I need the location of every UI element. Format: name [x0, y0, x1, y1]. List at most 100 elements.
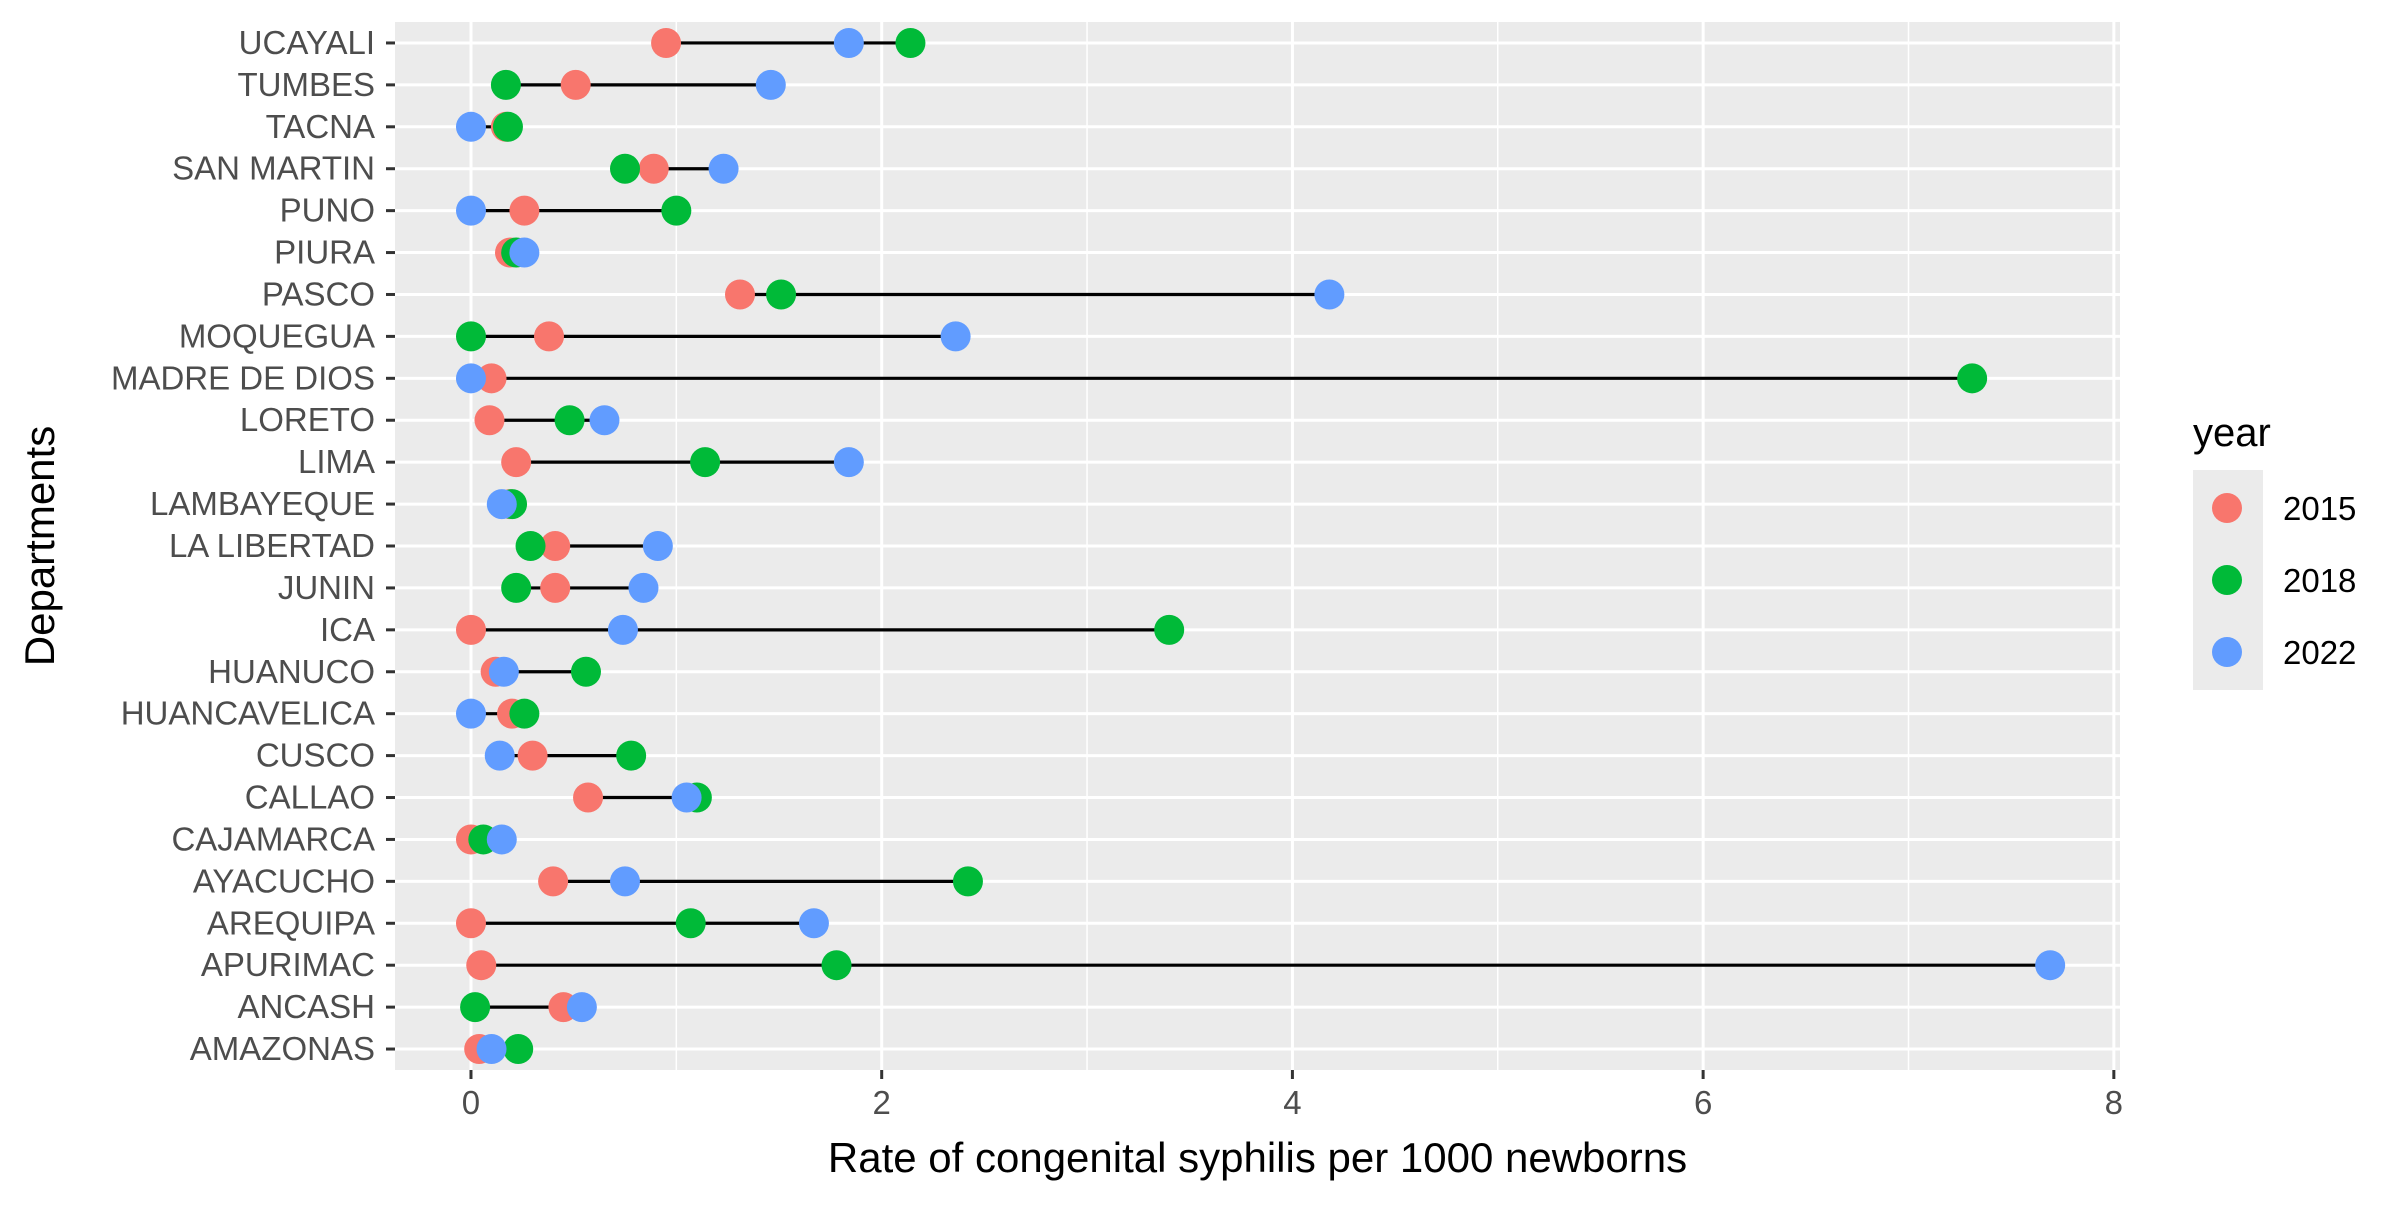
x-tick-label: 6: [1694, 1084, 1712, 1121]
point-2018: [661, 195, 692, 226]
point-2015: [540, 531, 571, 561]
point-2015: [474, 405, 505, 436]
point-2015: [651, 27, 682, 58]
legend-title: year: [2193, 411, 2271, 455]
point-2015: [476, 363, 507, 394]
point-2022: [2035, 950, 2066, 981]
point-2018: [509, 698, 540, 729]
point-2018: [675, 908, 706, 939]
point-2022: [509, 237, 540, 268]
y-axis-title: Departments: [16, 426, 63, 666]
point-2018: [766, 279, 797, 310]
y-tick-label: LA LIBERTAD: [169, 527, 375, 564]
y-tick-label: LAMBAYEQUE: [150, 485, 375, 522]
legend-label-2015: 2015: [2283, 490, 2356, 527]
legend-key-2022: [2212, 637, 2242, 667]
y-tick-label: UCAYALI: [239, 24, 375, 61]
grid-major: [395, 22, 2120, 1070]
point-2018: [455, 321, 486, 352]
y-tick-label: AREQUIPA: [207, 904, 375, 941]
point-2022: [455, 698, 486, 729]
point-2018: [501, 572, 532, 603]
point-2015: [538, 866, 569, 897]
point-2022: [610, 866, 640, 897]
point-2022: [642, 531, 673, 561]
y-tick-label: ICA: [320, 611, 375, 648]
point-2022: [607, 614, 638, 645]
x-axis: 0 2 4 6 8: [462, 1070, 2123, 1121]
point-2015: [725, 279, 755, 310]
point-2015: [455, 614, 486, 645]
y-tick-label: ANCASH: [237, 988, 375, 1025]
point-2018: [554, 405, 585, 436]
point-2022: [486, 489, 517, 520]
point-2018: [616, 740, 647, 771]
y-tick-label: PASCO: [262, 275, 375, 312]
y-tick-label: AMAZONAS: [190, 1030, 375, 1067]
legend-label-2022: 2022: [2283, 634, 2356, 671]
y-tick-label: PIURA: [274, 234, 375, 271]
point-2015: [560, 69, 591, 100]
x-tick-label: 0: [462, 1084, 480, 1121]
point-2022: [486, 824, 517, 855]
point-2022: [940, 321, 971, 352]
point-2022: [455, 363, 486, 394]
point-2015: [517, 740, 548, 771]
point-2015: [501, 447, 532, 478]
point-2022: [755, 69, 786, 100]
legend: year 2015 2018 2022: [2193, 411, 2356, 690]
legend-label-2018: 2018: [2283, 562, 2356, 599]
point-2015: [534, 321, 565, 352]
y-tick-label: MADRE DE DIOS: [111, 359, 375, 396]
point-2018: [895, 27, 926, 58]
legend-key-2015: [2212, 493, 2242, 523]
y-axis: UCAYALI TUMBES TACNA SAN MARTIN PUNO PIURA PAS…: [111, 24, 395, 1067]
point-2022: [484, 740, 515, 771]
y-tick-label: LIMA: [298, 443, 375, 480]
point-2022: [833, 27, 864, 58]
point-2022: [455, 111, 486, 142]
x-tick-label: 8: [2105, 1084, 2123, 1121]
point-2018: [490, 69, 521, 100]
y-tick-label: CAJAMARCA: [171, 820, 375, 857]
point-2015: [540, 572, 571, 603]
point-2022: [833, 447, 864, 478]
y-tick-label: LORETO: [240, 401, 375, 438]
y-tick-label: TACNA: [266, 108, 375, 145]
point-2018: [570, 656, 601, 687]
data-points: [455, 27, 2066, 1065]
point-2018: [1154, 614, 1185, 645]
x-tick-label: 4: [1283, 1084, 1301, 1121]
point-2022: [708, 153, 739, 184]
point-2022: [1314, 279, 1345, 310]
point-2015: [455, 908, 486, 939]
y-tick-label: CUSCO: [256, 737, 375, 774]
y-tick-label: SAN MARTIN: [172, 150, 375, 187]
y-tick-label: TUMBES: [237, 66, 375, 103]
point-2018: [821, 950, 852, 981]
y-tick-label: AYACUCHO: [193, 862, 375, 899]
point-2015: [509, 195, 540, 226]
y-tick-label: JUNIN: [278, 569, 375, 606]
y-tick-label: HUANCAVELICA: [121, 695, 375, 732]
x-tick-label: 2: [873, 1084, 891, 1121]
point-2022: [455, 195, 486, 226]
point-2015: [638, 153, 669, 184]
dumbbell-segments: [470, 41, 2051, 1051]
x-axis-title: Rate of congenital syphilis per 1000 new…: [828, 1134, 1687, 1181]
y-tick-label: MOQUEGUA: [179, 317, 375, 354]
point-2018: [690, 447, 721, 478]
point-2022: [671, 782, 702, 813]
y-tick-label: CALLAO: [245, 779, 375, 816]
point-2018: [515, 531, 546, 561]
y-tick-label: PUNO: [280, 192, 375, 229]
point-2022: [798, 908, 829, 939]
y-tick-label: APURIMAC: [201, 946, 375, 983]
point-2015: [573, 782, 604, 813]
point-2018: [460, 992, 491, 1023]
point-2018: [952, 866, 983, 897]
point-2018: [610, 153, 640, 184]
point-2022: [628, 572, 659, 603]
